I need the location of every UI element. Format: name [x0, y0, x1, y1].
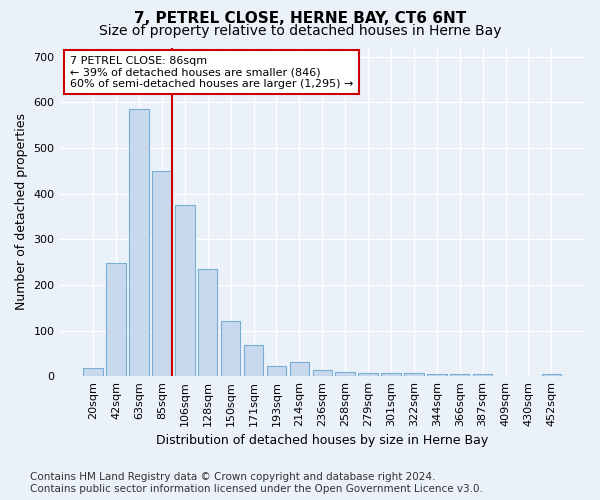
Bar — [542, 374, 561, 376]
Bar — [106, 263, 126, 376]
Bar — [335, 372, 355, 376]
Bar — [198, 269, 217, 376]
Bar — [313, 370, 332, 376]
Text: Size of property relative to detached houses in Herne Bay: Size of property relative to detached ho… — [99, 24, 501, 38]
Text: Contains HM Land Registry data © Crown copyright and database right 2024.
Contai: Contains HM Land Registry data © Crown c… — [30, 472, 483, 494]
Bar — [427, 374, 446, 376]
X-axis label: Distribution of detached houses by size in Herne Bay: Distribution of detached houses by size … — [156, 434, 488, 448]
Bar — [129, 109, 149, 376]
Bar — [83, 368, 103, 376]
Bar — [152, 171, 172, 376]
Text: 7, PETREL CLOSE, HERNE BAY, CT6 6NT: 7, PETREL CLOSE, HERNE BAY, CT6 6NT — [134, 11, 466, 26]
Bar — [244, 345, 263, 376]
Bar — [175, 205, 194, 376]
Bar — [267, 366, 286, 376]
Text: 7 PETREL CLOSE: 86sqm
← 39% of detached houses are smaller (846)
60% of semi-det: 7 PETREL CLOSE: 86sqm ← 39% of detached … — [70, 56, 353, 89]
Bar — [221, 322, 241, 376]
Y-axis label: Number of detached properties: Number of detached properties — [15, 114, 28, 310]
Bar — [358, 373, 378, 376]
Bar — [381, 373, 401, 376]
Bar — [473, 374, 493, 376]
Bar — [450, 374, 469, 376]
Bar — [404, 372, 424, 376]
Bar — [290, 362, 309, 376]
